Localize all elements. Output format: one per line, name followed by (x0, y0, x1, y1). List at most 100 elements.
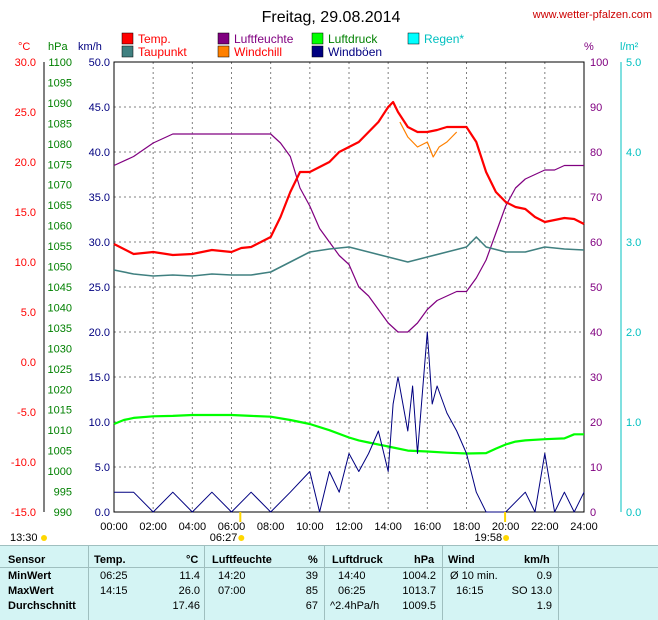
tick-label: 60 (590, 237, 602, 249)
tick-label: 5.0 (95, 462, 110, 474)
tick-label: 1080 (48, 139, 72, 151)
stats-pressure-time: 06:25 (338, 585, 366, 597)
stats-header-wind-unit: km/h (524, 554, 550, 566)
axis-header-temp: °C (18, 41, 30, 53)
sun-marker-label: 19:58 (475, 532, 503, 544)
stats-wind-value: SO 13.0 (511, 585, 552, 597)
x-tick-label: 16:00 (414, 521, 442, 533)
x-tick-label: 06:00 (218, 521, 246, 533)
stats-humidity-value: 67 (305, 600, 318, 612)
tick-label: 1100 (48, 57, 72, 69)
tick-label: 0.0 (21, 357, 36, 369)
tick-label: 100 (590, 57, 608, 69)
stats-rule-top (0, 545, 658, 546)
tick-label: 995 (54, 487, 72, 499)
stats-wind-time: Ø 10 min. (450, 570, 498, 582)
tick-label: 1025 (48, 364, 72, 376)
tick-label: 1085 (48, 118, 72, 130)
tick-label: 20 (590, 417, 602, 429)
stats-rule (558, 545, 559, 620)
tick-label: 0 (590, 507, 596, 519)
axis-header-wind: km/h (78, 41, 102, 53)
stats-table: Sensor Temp. °C Luftfeuchte % Luftdruck … (0, 545, 658, 620)
stats-temp-value: 11.4 (179, 570, 200, 582)
site-url[interactable]: www.wetter-pfalzen.com (532, 9, 652, 21)
tick-label: 10.0 (89, 417, 110, 429)
legend-label-rain: Regen* (424, 32, 464, 46)
tick-label: 1030 (48, 343, 72, 355)
stats-wind-value: 1.9 (536, 600, 552, 612)
axis-ticks-x: 00:00 02:00 04:00 06:00 08:00 10:00 12:00 14:00… (100, 521, 598, 533)
x-tick-label: 02:00 (139, 521, 167, 533)
stats-humidity-value: 39 (305, 570, 318, 582)
plot-frame (113, 61, 585, 513)
stats-humidity-time: 07:00 (218, 585, 246, 597)
sun-icon (238, 535, 245, 541)
stats-pressure-value: 1013.7 (402, 585, 436, 597)
stats-rule (88, 545, 89, 620)
legend-label-temp: Temp. (138, 32, 171, 46)
stats-header-pressure: Luftdruck (332, 554, 383, 566)
series-line-taupunkt (113, 236, 585, 277)
tick-label: 10.0 (15, 257, 36, 269)
tick-label: 30 (590, 372, 602, 384)
sun-marker-label: 13:30 (10, 532, 38, 544)
tick-label: 15.0 (89, 372, 110, 384)
stats-pressure-time: 14:40 (338, 570, 366, 582)
tick-label: 0.0 (95, 507, 110, 519)
stats-row-label: MaxWert (8, 585, 54, 597)
tick-label: 50 (590, 282, 602, 294)
axis-header-pressure: hPa (48, 41, 68, 53)
stats-header-humidity-unit: % (308, 554, 318, 566)
stats-header-sensor: Sensor (8, 554, 46, 566)
x-tick-label: 08:00 (257, 521, 285, 533)
tick-label: 50.0 (89, 57, 110, 69)
stats-pressure-value: 1004.2 (402, 570, 436, 582)
sun-icon (41, 535, 47, 541)
tick-label: 1035 (48, 323, 72, 335)
legend-label-gust: Windböen (328, 45, 382, 59)
series-line-luftdruck (113, 413, 584, 455)
legend-label-humidity: Luftfeuchte (234, 32, 294, 46)
tick-label: 1055 (48, 241, 72, 253)
series-line-temp (113, 100, 585, 257)
tick-label: 1050 (48, 262, 72, 274)
stats-wind-value: 0.9 (536, 570, 552, 582)
stats-header-temp-unit: °C (186, 554, 199, 566)
axis-ticks-pressure: 1100 1095 1090 1085 1080 1075 1070 1065 1060 1055… (48, 57, 72, 519)
legend-swatch-pressure (311, 32, 324, 45)
grid (114, 62, 584, 512)
tick-label: 1015 (48, 405, 72, 417)
tick-label: 80 (590, 147, 602, 159)
sun-markers: 13:30 06:27 19:58 (10, 512, 510, 544)
tick-label: 1.0 (626, 417, 641, 429)
tick-label: 40.0 (89, 147, 110, 159)
tick-label: 25.0 (89, 282, 110, 294)
tick-label: 1090 (48, 98, 72, 110)
series-line-luftfeuchte (113, 133, 584, 333)
x-tick-label: 24:00 (570, 521, 598, 533)
tick-label: 1005 (48, 446, 72, 458)
legend-swatch-gust (311, 45, 324, 58)
tick-label: 30.0 (89, 237, 110, 249)
tick-label: 1070 (48, 180, 72, 192)
stats-rule (442, 545, 443, 620)
tick-label: 990 (54, 507, 72, 519)
stats-header-temp: Temp. (94, 554, 126, 566)
tick-label: 1040 (48, 302, 72, 314)
tick-label: 4.0 (626, 147, 641, 159)
stats-row-label: Durchschnitt (8, 600, 76, 612)
axis-ticks-temp: 30.0 25.0 20.0 15.0 10.0 5.0 0.0 -5.0 -10.0 -15.0 (11, 57, 36, 519)
x-tick-label: 22:00 (531, 521, 559, 533)
stats-humidity-time: 14:20 (218, 570, 246, 582)
tick-label: 1000 (48, 466, 72, 478)
stats-pressure-trend: ^2.4hPa/h (330, 600, 380, 612)
tick-label: 0.0 (626, 507, 641, 519)
axis-header-humidity: % (584, 41, 594, 53)
tick-label: 1095 (48, 77, 72, 89)
legend-swatch-temp (121, 32, 134, 45)
sun-marker-label: 06:27 (210, 532, 238, 544)
stats-humidity-value: 85 (305, 585, 318, 597)
weather-chart: Freitag, 29.08.2014 www.wetter-pfalzen.c… (10, 9, 652, 544)
axis-header-rain: l/m² (620, 41, 639, 53)
